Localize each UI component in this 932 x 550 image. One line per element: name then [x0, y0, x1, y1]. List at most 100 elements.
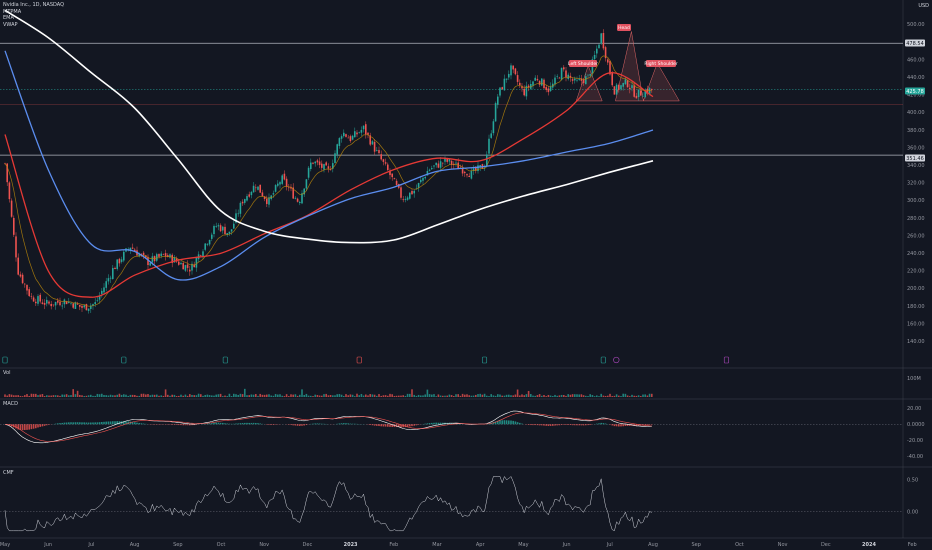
volume-bar — [530, 394, 532, 397]
candle-body — [211, 234, 213, 239]
volume-bar — [602, 395, 605, 397]
macd-histogram-bar — [87, 422, 90, 425]
candle-body — [384, 162, 387, 164]
indicator-mtpma[interactable]: MTPMA — [3, 8, 22, 15]
indicator-vwap[interactable]: VWAP — [3, 21, 18, 28]
macd-histogram-bar — [347, 423, 349, 425]
macd-histogram-bar — [585, 424, 587, 426]
macd-histogram-bar — [349, 423, 352, 425]
price-tick: 420.00 — [907, 93, 925, 99]
candle-body — [167, 255, 169, 258]
macd-histogram-bar — [516, 422, 519, 425]
macd-histogram-bar — [602, 423, 605, 425]
candle-body — [347, 137, 349, 139]
candle-body — [494, 103, 497, 122]
candle-body — [30, 296, 33, 297]
candle-body — [246, 196, 248, 201]
volume-bar — [46, 395, 48, 397]
volume-bar — [162, 395, 165, 397]
volume-bar — [404, 395, 407, 397]
volume-tick: 100M — [907, 376, 921, 382]
volume-bar — [510, 395, 512, 397]
volume-bar — [475, 394, 477, 397]
macd-histogram-bar — [598, 423, 600, 425]
candle-body — [103, 287, 105, 293]
candle-body — [527, 85, 530, 88]
candle-body — [356, 132, 358, 135]
volume-bar — [549, 395, 552, 397]
macd-histogram-bar — [65, 422, 68, 425]
volume-bar — [222, 396, 224, 397]
volume-bar — [389, 393, 391, 397]
volume-bar — [591, 395, 594, 397]
volume-bar — [651, 393, 653, 397]
macd-histogram-bar — [248, 422, 250, 425]
macd-histogram-bar — [571, 424, 574, 426]
macd-histogram-bar — [318, 423, 321, 425]
candle-body — [224, 226, 226, 235]
candle-body — [252, 185, 255, 193]
candle-body — [277, 183, 279, 186]
volume-bar — [255, 394, 257, 397]
candle-body — [373, 141, 376, 152]
candle-body — [8, 182, 11, 200]
candle-body — [180, 262, 182, 265]
candle-body — [219, 225, 222, 232]
candle-body — [303, 188, 305, 195]
time-label: Oct — [735, 542, 744, 548]
macd-histogram-bar — [257, 423, 259, 425]
indicator-ema[interactable]: EMA — [3, 15, 14, 22]
volume-bar — [409, 393, 411, 397]
macd-histogram-bar — [514, 421, 517, 425]
volume-bar — [164, 389, 167, 397]
volume-bar — [90, 394, 92, 397]
right-shoulder-label: Right Shoulder — [644, 60, 678, 67]
macd-histogram-bar — [272, 424, 275, 425]
macd-histogram-bar — [79, 422, 81, 425]
volume-bar — [413, 394, 415, 397]
macd-tick: 0.0000 — [907, 422, 925, 428]
candle-body — [52, 304, 55, 306]
macd-histogram-bar — [508, 420, 510, 425]
event-markers[interactable] — [2, 356, 729, 364]
candle-body — [83, 305, 85, 308]
event-marker — [482, 356, 488, 364]
volume-bar — [468, 395, 470, 397]
macd-histogram-bar — [589, 424, 591, 425]
candle-body — [439, 161, 442, 168]
volume-bar — [6, 395, 8, 397]
macd-histogram-bar — [428, 423, 431, 425]
candle-body — [32, 297, 35, 302]
volume-bar — [459, 395, 462, 397]
currency-label[interactable]: USD — [918, 3, 929, 9]
volume-bar — [642, 394, 644, 397]
candle-body — [497, 96, 499, 105]
candle-body — [371, 141, 374, 145]
svg-text:351.46: 351.46 — [906, 156, 924, 162]
macd-histogram-bar — [527, 424, 530, 425]
candle-body — [640, 90, 642, 96]
volume-bar — [633, 395, 635, 397]
candle-body — [195, 257, 198, 268]
volume-bar — [646, 395, 649, 397]
macd-histogram-bar — [395, 424, 398, 428]
volume-bar — [637, 395, 640, 397]
candle-body — [50, 303, 52, 307]
volume-bar — [422, 395, 424, 397]
candle-body — [389, 170, 391, 176]
volume-bar — [615, 394, 618, 397]
time-label: Mar — [432, 542, 442, 548]
macd-histogram-bar — [378, 424, 380, 427]
macd-histogram-bar — [270, 424, 272, 425]
macd-histogram-bar — [646, 424, 649, 426]
candle-body — [145, 255, 147, 258]
volume-bar — [233, 393, 235, 397]
volume-panel-label: Vol — [3, 370, 11, 376]
time-label: Jun — [43, 542, 52, 548]
volume-bar — [103, 395, 105, 397]
candle-body — [156, 254, 158, 261]
volume-bar — [98, 394, 101, 397]
macd-histogram-bar — [404, 424, 407, 428]
